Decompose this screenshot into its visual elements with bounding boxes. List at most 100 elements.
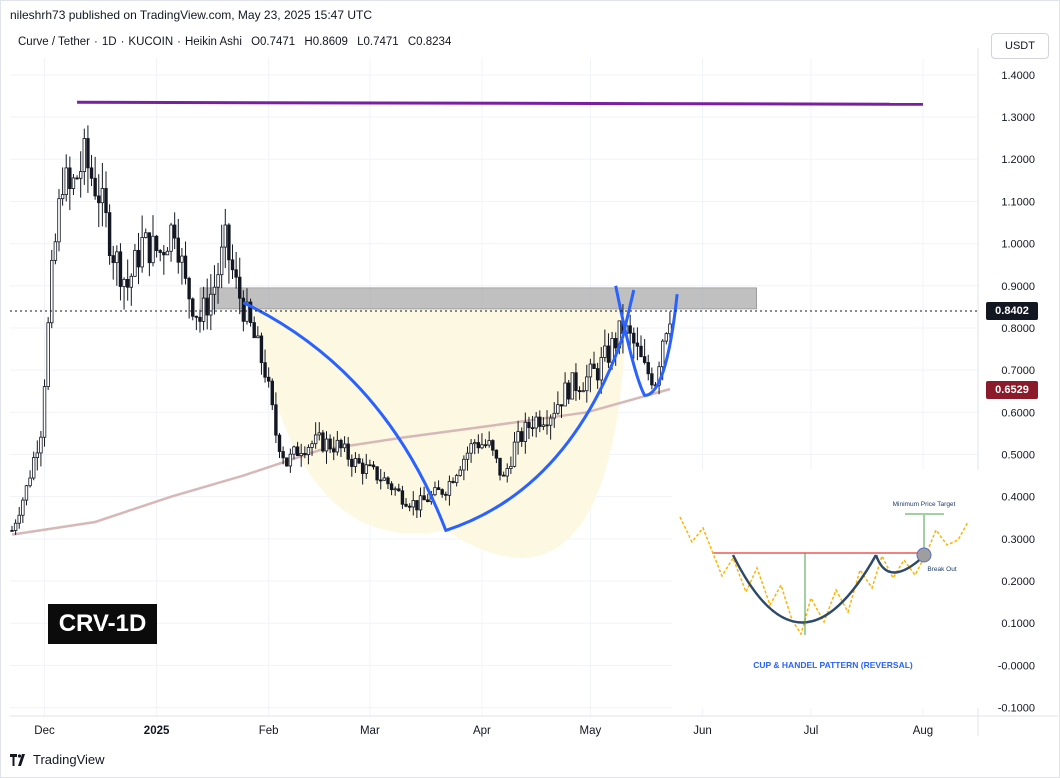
candle-down: [118, 251, 123, 287]
inset-breakout-icon: [916, 547, 932, 563]
legend-exchange: KUCOIN: [128, 36, 174, 48]
candle-down: [321, 432, 325, 452]
candle-down: [501, 474, 506, 477]
candle-up: [465, 452, 470, 460]
tradingview-logo-icon: [10, 753, 28, 766]
x-tick-label: Jun: [693, 725, 712, 737]
candle-down: [527, 421, 531, 429]
candle-up: [133, 249, 137, 277]
x-axis[interactable]: Dec 2025 Feb Mar Apr May Jun Jul Aug: [10, 715, 1058, 737]
y-tick-label: 1.0000: [1001, 239, 1035, 251]
candle-up: [60, 194, 65, 200]
candle-up: [552, 412, 556, 419]
candle-down: [241, 297, 246, 322]
symbol-legend[interactable]: Curve / Tether · 1D · KUCOIN · Heikin Ashi O0.…: [18, 36, 452, 48]
footer-brand[interactable]: TradingView: [10, 752, 105, 767]
candle-up: [223, 224, 227, 248]
candle-down: [230, 259, 235, 271]
candle-up: [64, 167, 68, 196]
candle-down: [476, 442, 481, 449]
inset-target-label: Minimum Price Target: [893, 501, 956, 508]
candle-up: [245, 301, 249, 322]
candle-up: [100, 188, 105, 204]
candle-up: [661, 340, 665, 368]
candle-down: [93, 177, 97, 197]
candle-down: [559, 404, 564, 407]
candle-down: [635, 342, 640, 347]
candle-down: [205, 297, 209, 316]
candle-up: [209, 293, 213, 316]
annotations: [10, 285, 978, 533]
candle-down: [183, 255, 188, 279]
candle-down: [642, 356, 647, 363]
candle-up: [480, 444, 484, 449]
x-tick-label: Apr: [473, 725, 491, 737]
candle-up: [13, 522, 18, 531]
candle-down: [436, 487, 441, 491]
x-tick-label: Mar: [360, 725, 380, 737]
candle-down: [371, 464, 376, 468]
moving-average: [11, 387, 671, 536]
y-tick-label: 0.9000: [1001, 281, 1035, 293]
candle-up: [53, 241, 58, 261]
candle-down: [107, 212, 112, 256]
candle-down: [386, 477, 390, 485]
candle-up: [180, 255, 184, 263]
candle-up: [433, 487, 437, 496]
candle-up: [523, 421, 528, 442]
candle-down: [104, 188, 108, 214]
candle-down: [86, 138, 90, 169]
legend-open: O0.7471: [251, 36, 296, 48]
candle-up: [151, 235, 155, 264]
cup-curve: [242, 289, 636, 533]
candle-up: [353, 458, 358, 467]
candle-up: [50, 259, 54, 324]
candle-down: [491, 440, 495, 451]
candle-down: [639, 345, 643, 357]
candle-down: [295, 446, 300, 457]
candle-up: [115, 251, 119, 264]
candle-down: [191, 298, 195, 317]
candle-up: [82, 138, 86, 172]
candle-down: [368, 464, 372, 467]
candle-up: [548, 417, 553, 426]
candle-down: [238, 276, 242, 299]
candle-down: [440, 489, 444, 495]
candle-up: [310, 443, 314, 448]
candle-down: [10, 530, 14, 532]
candle-up: [664, 333, 669, 342]
candle-up: [454, 475, 459, 483]
inset-title: CUP & HANDEL PATTERN (REVERSAL): [753, 660, 913, 670]
y-tick-label: 1.3000: [1001, 112, 1035, 124]
candle-down: [68, 167, 72, 189]
candle-up: [31, 457, 36, 479]
ticker-overlay-label: CRV-1D: [48, 604, 157, 644]
candle-down: [158, 250, 162, 253]
candle-up: [28, 477, 32, 487]
candle-up: [364, 464, 368, 474]
legend-low: L0.7471: [357, 36, 399, 48]
candle-up: [169, 224, 173, 252]
candle-up: [129, 275, 133, 288]
y-tick-label: 1.4000: [1001, 70, 1035, 82]
candle-down: [350, 458, 354, 467]
candle-up: [122, 278, 126, 287]
candle-up: [39, 436, 43, 454]
footer-brand-label: TradingView: [33, 752, 105, 767]
currency-button[interactable]: USDT: [991, 33, 1049, 59]
candle-up: [418, 495, 423, 511]
candle-down: [277, 434, 282, 452]
candle-down: [259, 335, 264, 364]
y-tick-label: 1.1000: [1001, 196, 1035, 208]
pattern-inset: Minimum Price Target Break Out CUP & HANDE…: [672, 470, 980, 708]
candle-down: [595, 368, 600, 381]
candle-up: [581, 390, 585, 393]
candle-down: [375, 466, 379, 481]
candle-down: [266, 376, 271, 382]
candle-up: [201, 297, 206, 322]
candle-up: [462, 458, 466, 471]
candle-down: [360, 462, 365, 474]
candle-up: [24, 485, 29, 501]
candle-up: [469, 443, 473, 454]
